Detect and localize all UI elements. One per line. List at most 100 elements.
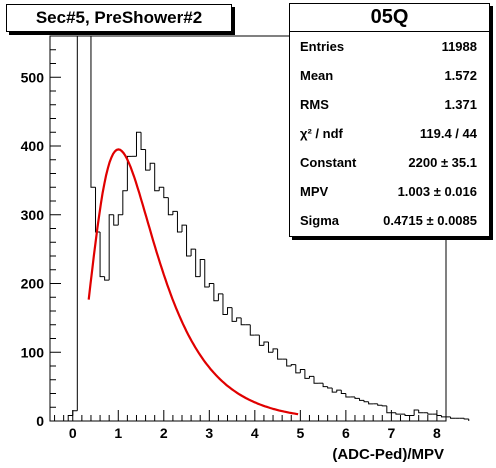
stats-row-sigma: Sigma 0.4715 ± 0.0085	[290, 206, 489, 235]
histogram-bin	[249, 324, 255, 336]
x-tick-label: 2	[160, 425, 168, 441]
y-tick-label: 100	[21, 344, 45, 360]
histogram-bin	[413, 409, 419, 416]
stats-value: 1.003 ± 0.016	[397, 184, 477, 199]
histogram-bin	[231, 307, 237, 322]
histogram-bin	[117, 214, 123, 226]
histogram-bin	[140, 132, 146, 150]
stats-value: 119.4 / 44	[419, 126, 477, 141]
histogram-bin	[368, 401, 374, 405]
histogram-bin	[176, 211, 182, 233]
histogram-bin	[277, 348, 283, 360]
histogram-bin	[186, 225, 192, 257]
stats-label: Entries	[300, 39, 345, 54]
histogram-bin	[222, 293, 228, 315]
histogram-bin	[359, 398, 365, 401]
y-tick-label: 0	[36, 413, 44, 429]
histogram-bin	[322, 383, 328, 388]
histogram-bin	[295, 364, 301, 374]
histogram-bin	[217, 293, 223, 301]
stats-label: RMS	[300, 97, 329, 112]
histogram-bin	[386, 405, 392, 414]
histogram-bin	[336, 389, 342, 393]
histogram-bin	[377, 403, 383, 406]
histogram-bin	[463, 418, 469, 420]
stats-row-constant: Constant 2200 ± 35.1	[290, 148, 489, 177]
histogram-bin	[208, 283, 214, 287]
histogram-bin	[90, 36, 96, 188]
histogram-bin	[113, 214, 119, 226]
histogram-bin	[99, 231, 105, 278]
x-tick-label: 5	[296, 425, 304, 441]
histogram-bin	[227, 307, 233, 315]
y-tick-label: 500	[21, 69, 45, 85]
histogram-bin	[267, 341, 274, 353]
histogram-bin	[404, 414, 410, 416]
x-tick-label: 3	[205, 425, 213, 441]
x-tick-label: 1	[114, 425, 122, 441]
x-tick-label: 8	[433, 425, 441, 441]
histogram-bin	[213, 283, 219, 302]
stats-header: 05Q	[290, 4, 489, 32]
histogram-bin	[154, 163, 160, 192]
histogram-bin	[76, 35, 82, 411]
histogram-bin	[126, 155, 132, 191]
stats-row-rms: RMS 1.371	[290, 90, 489, 119]
stats-row-entries: Entries 11988	[290, 32, 489, 61]
stats-label: χ² / ndf	[300, 126, 343, 141]
histogram-bin	[290, 364, 296, 366]
histogram-bin	[172, 210, 178, 215]
histogram-bin	[340, 390, 346, 394]
stats-label: MPV	[300, 184, 329, 199]
histogram-bin	[95, 187, 101, 233]
histogram-bin	[263, 341, 269, 346]
histogram-bin	[345, 393, 351, 398]
histogram-bin	[236, 317, 242, 322]
x-tick-label: 4	[251, 425, 259, 441]
fit-curve	[87, 148, 299, 416]
histogram-bin	[145, 149, 151, 171]
histogram-bin	[163, 187, 169, 199]
histogram-bin	[149, 162, 155, 171]
histogram-bin	[440, 415, 446, 418]
stats-row-mpv: MPV 1.003 ± 0.016	[290, 177, 489, 206]
histogram-bin	[135, 131, 142, 157]
histogram-bin	[299, 368, 305, 373]
histogram-bin	[258, 335, 264, 346]
histogram-bin	[190, 248, 196, 256]
stats-value: 1.371	[444, 97, 477, 112]
histogram-bin	[122, 190, 128, 215]
histogram-bin	[108, 214, 114, 281]
histogram-bin	[418, 410, 424, 414]
histogram-bin	[427, 412, 433, 415]
histogram-bin	[181, 224, 187, 232]
histogram-bin	[158, 186, 164, 191]
histogram-bin	[286, 359, 292, 367]
histogram-bin	[199, 258, 205, 277]
histogram-bin	[395, 412, 401, 415]
histogram-bin	[240, 317, 246, 326]
x-tick-label: 0	[69, 425, 77, 441]
histogram-bin	[304, 369, 310, 379]
y-tick-label: 400	[21, 138, 45, 154]
histogram-bin	[381, 405, 387, 407]
stats-value: 11988	[441, 39, 477, 54]
histogram-bin	[363, 400, 369, 403]
x-axis-label: (ADC-Ped)/MPV	[332, 446, 444, 463]
x-tick-label: 7	[387, 425, 395, 441]
histogram-bin	[195, 249, 201, 278]
histogram-bin	[104, 276, 110, 281]
plot-title: Sec#5, PreShower#2	[6, 4, 232, 32]
histogram-bin	[354, 396, 360, 399]
histogram-bin	[204, 259, 210, 288]
histogram-bin	[327, 386, 333, 389]
stats-label: Constant	[300, 155, 357, 170]
stats-box: 05Q Entries 11988 Mean 1.572 RMS 1.371 χ…	[289, 3, 490, 237]
stats-value: 2200 ± 35.1	[408, 155, 477, 170]
stats-row-chi2: χ² / ndf 119.4 / 44	[290, 119, 489, 148]
y-tick-label: 200	[21, 276, 45, 292]
x-tick-label: 6	[342, 425, 350, 441]
y-tick-label: 300	[21, 207, 45, 223]
histogram-bin	[67, 415, 73, 421]
stats-value: 1.572	[444, 68, 477, 83]
